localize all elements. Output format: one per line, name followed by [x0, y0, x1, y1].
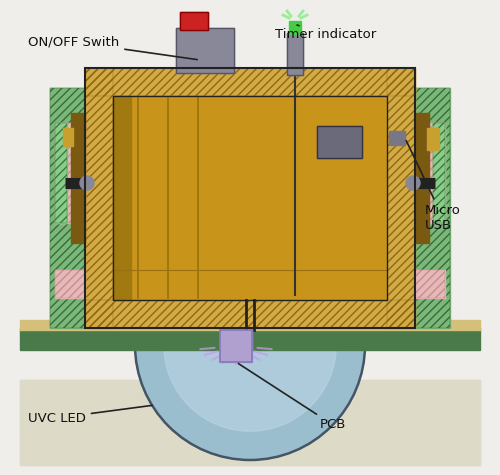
Bar [287, 33, 303, 75]
Text: Timer indicator: Timer indicator [275, 25, 376, 41]
Bar [415, 123, 445, 223]
Bar [415, 113, 429, 243]
Bar [50, 88, 85, 328]
Bar [55, 123, 67, 223]
Bar [415, 88, 450, 328]
Bar [63, 128, 73, 146]
Bar [317, 126, 362, 158]
Bar [415, 270, 445, 298]
Bar [20, 380, 480, 465]
Bar [113, 96, 131, 300]
Circle shape [80, 176, 94, 190]
Bar [55, 123, 85, 223]
Bar [55, 123, 85, 223]
Bar [427, 128, 439, 150]
Bar [387, 68, 415, 328]
Bar [415, 123, 445, 223]
Bar [289, 21, 301, 34]
Bar [180, 12, 208, 30]
Bar [85, 68, 415, 96]
Bar [20, 380, 480, 465]
Bar [220, 330, 252, 362]
Bar [433, 123, 445, 223]
Text: ON/OFF Swith: ON/OFF Swith [28, 36, 197, 59]
Bar [220, 330, 252, 362]
Bar [176, 28, 234, 73]
Bar [85, 68, 415, 96]
Bar [433, 123, 445, 223]
Bar [20, 328, 480, 350]
Bar [20, 320, 480, 330]
Bar [55, 123, 67, 223]
Bar [85, 68, 415, 328]
Bar [415, 88, 450, 328]
Bar [85, 300, 415, 328]
Bar [317, 126, 362, 158]
Bar [55, 270, 85, 298]
Bar [113, 96, 387, 300]
Bar [50, 88, 85, 328]
Wedge shape [164, 345, 336, 431]
Bar [113, 96, 387, 300]
Bar [180, 12, 208, 30]
Bar [287, 33, 303, 75]
Bar [85, 300, 415, 328]
Text: PCB: PCB [238, 363, 346, 431]
Wedge shape [135, 345, 365, 460]
Bar [415, 270, 445, 298]
Text: UVC LED: UVC LED [28, 405, 152, 425]
Bar [71, 113, 85, 243]
Bar [85, 68, 113, 328]
Bar [387, 68, 415, 328]
Bar [176, 28, 234, 73]
Circle shape [406, 176, 420, 190]
Bar [55, 270, 85, 298]
Bar [389, 131, 405, 145]
Bar [85, 68, 113, 328]
Text: Micro
USB: Micro USB [406, 141, 461, 232]
